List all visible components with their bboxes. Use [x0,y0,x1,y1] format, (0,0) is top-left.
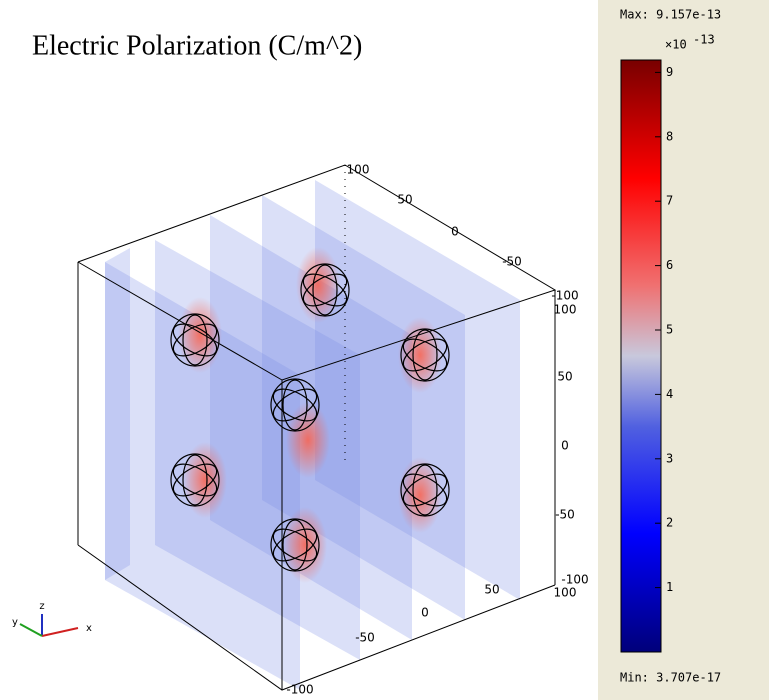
colorbar-min: Min: 3.707e-17 [620,671,721,685]
colorbar-exponent-base: ×10 [665,38,687,52]
glow [283,507,327,583]
colorbar-exponent: -13 [693,33,715,47]
axis-tick-label: -100 [561,573,588,587]
triad-x-label: x [86,623,92,634]
colorbar [621,60,661,652]
axis-tick-label: -100 [286,683,313,697]
axis-tick-label: -50 [502,255,522,269]
axis-tick-label: 50 [397,193,412,207]
axis-tick-label: 100 [554,586,577,600]
axis-tick-label: -100 [551,289,578,303]
colorbar-tick-label: 8 [666,129,673,143]
colorbar-tick-label: 6 [666,258,673,272]
glow [398,317,442,393]
glow [183,442,227,518]
colorbar-tick-label: 3 [666,451,673,465]
plot-window: Electric Polarization (C/m^2) -100-50050… [0,0,769,700]
axis-tick-label: 0 [561,439,569,453]
colorbar-tick-label: 2 [666,516,673,530]
colorbar-tick-label: 9 [666,65,673,79]
colorbar-tick-label: 5 [666,323,673,337]
page: Electric Polarization (C/m^2) -100-50050… [0,0,769,700]
colorbar-tick-label: 1 [666,580,673,594]
triad-y-label: y [12,617,18,628]
axis-tick-label: 0 [421,606,429,620]
title: Electric Polarization (C/m^2) [32,30,362,61]
axis-tick-label: 100 [554,303,577,317]
colorbar-tick-label: 4 [666,387,673,401]
axis-tick-label: -50 [555,508,575,522]
colorbar-max: Max: 9.157e-13 [620,8,721,22]
axis-tick-label: 50 [484,583,499,597]
axis-tick-label: 50 [557,370,572,384]
glow [296,247,340,323]
glow [286,402,330,478]
axis-tick-label: -50 [355,631,375,645]
axis-tick-label: 0 [451,225,459,239]
triad-z-label: z [39,601,44,612]
axis-tick-label: 100 [347,163,370,177]
colorbar-tick-label: 7 [666,194,673,208]
